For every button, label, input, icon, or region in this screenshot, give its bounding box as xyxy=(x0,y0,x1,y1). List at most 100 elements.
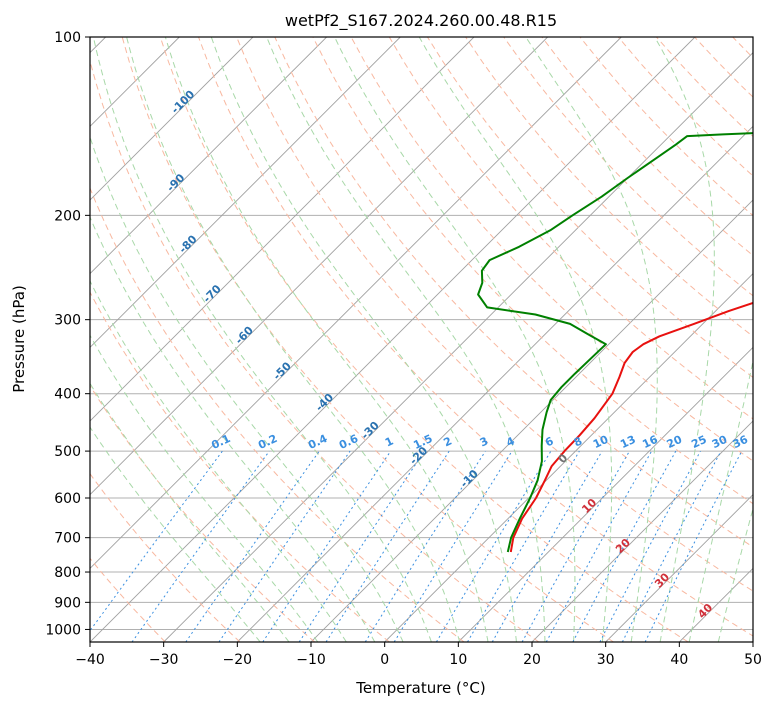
y-tick-label: 1000 xyxy=(45,622,81,638)
temperature-profile-line xyxy=(509,301,753,553)
isotherm-line xyxy=(384,273,753,642)
moist-adiabat-line xyxy=(90,334,319,642)
dry-adiabat-line xyxy=(90,186,465,642)
isotherm-line xyxy=(531,420,753,642)
mixing-ratio-line xyxy=(435,450,552,642)
y-tick-label: 300 xyxy=(54,313,81,329)
y-tick-label: 800 xyxy=(54,565,81,581)
mixing-ratio-line xyxy=(185,450,320,642)
moist-adiabat-line xyxy=(266,37,546,642)
y-tick-label: 100 xyxy=(54,30,81,46)
dry-adiabat-line xyxy=(90,472,241,642)
isotherm-line xyxy=(237,125,753,642)
x-axis-title: Temperature (°C) xyxy=(355,679,485,697)
dry-adiabat-line xyxy=(90,59,540,642)
moist-adiabat-line xyxy=(334,37,576,642)
dry-adiabats xyxy=(90,37,753,642)
x-tick-label: 10 xyxy=(449,652,467,668)
moist-adiabat-line xyxy=(90,426,261,642)
y-tick-label: 200 xyxy=(54,208,81,224)
isotherm-line xyxy=(458,346,753,642)
y-tick-label: 900 xyxy=(54,595,81,611)
y-tick-label: 600 xyxy=(54,491,81,507)
mixing-ratio-line xyxy=(572,450,677,642)
x-tick-label: −10 xyxy=(296,652,326,668)
dry-adiabat-line xyxy=(90,291,390,642)
mixing-ratio-label: 10 xyxy=(591,433,611,451)
mixing-ratio-line xyxy=(599,450,701,642)
y-tick-label: 400 xyxy=(54,387,81,403)
moist-adiabat-line xyxy=(654,37,715,642)
x-tick-label: 0 xyxy=(380,652,389,668)
dry-adiabat-line xyxy=(274,37,753,548)
mixing-ratio-line xyxy=(131,450,270,642)
x-tick-label: 30 xyxy=(597,652,615,668)
dry-adiabat-line xyxy=(198,37,753,637)
isotherm-line xyxy=(90,37,327,275)
dry-adiabat-line xyxy=(426,37,753,378)
mixing-ratio-line xyxy=(298,450,425,642)
isotherm-line xyxy=(90,37,548,496)
mixing-ratio-line xyxy=(90,450,223,632)
mixing-ratio-label: 25 xyxy=(689,433,708,451)
dry-adiabat-line xyxy=(312,37,753,505)
moist-adiabat-line xyxy=(92,37,432,642)
dry-adiabat-line xyxy=(465,37,753,338)
mixing-ratio-line xyxy=(644,450,743,642)
moist-adiabat-line xyxy=(525,37,658,642)
mixing-ratio-label: 16 xyxy=(640,433,660,451)
x-tick-label: −30 xyxy=(149,652,179,668)
axis-ticks: −40 −30 −20 −10 0 10 20 30 40 50 100 200 300 400 500 60… xyxy=(45,30,762,668)
mixing-ratio-line xyxy=(325,450,450,642)
isotherm-line xyxy=(605,494,753,642)
mixing-ratio-line xyxy=(364,450,486,642)
y-tick-label: 500 xyxy=(54,444,81,460)
mixing-ratio-label: 30 xyxy=(710,433,730,451)
dewpoint-profile-line xyxy=(477,132,753,553)
mixing-ratio-line xyxy=(393,450,513,642)
x-tick-label: 20 xyxy=(523,652,541,668)
dry-adiabat-line xyxy=(388,37,753,420)
dry-adiabat-line xyxy=(503,37,753,297)
chart-title: wetPf2_S167.2024.260.00.48.R15 xyxy=(285,11,557,31)
dry-adiabat-line xyxy=(350,37,753,462)
moist-adiabat-line xyxy=(418,37,613,642)
mixing-ratio-line xyxy=(545,450,653,642)
dry-adiabat-line xyxy=(121,37,614,642)
mixing-ratio-line xyxy=(491,450,603,642)
isotherm-line xyxy=(90,37,696,642)
moist-adiabat-line xyxy=(717,506,753,642)
mixing-ratio-lines xyxy=(90,450,743,642)
mixing-ratio-label: 36 xyxy=(731,433,751,451)
x-tick-label: −40 xyxy=(75,652,105,668)
isotherm-line xyxy=(90,37,401,348)
mixing-ratio-label: 13 xyxy=(618,433,637,451)
isobar-grid xyxy=(90,37,753,630)
x-tick-label: −20 xyxy=(223,652,253,668)
moist-adiabat-line xyxy=(90,135,404,642)
isotherm-line xyxy=(310,199,753,642)
mixing-ratio-label: 20 xyxy=(665,433,685,451)
dry-adiabat-line xyxy=(159,37,689,642)
dry-adiabat-line xyxy=(90,384,316,642)
moist-adiabat-line xyxy=(90,215,376,642)
y-axis-title: Pressure (hPa) xyxy=(10,285,28,393)
dry-adiabat-line xyxy=(236,37,753,592)
mixing-ratio-line xyxy=(621,450,722,642)
moist-adiabat-line xyxy=(164,37,489,642)
mixing-ratio-line xyxy=(521,450,630,642)
moist-adiabat-line xyxy=(126,37,461,642)
moist-adiabat-line xyxy=(90,382,290,642)
isotherm-line xyxy=(90,37,475,422)
mixing-ratio-line xyxy=(467,450,580,642)
isotherm-line xyxy=(90,37,254,201)
isotherm-line xyxy=(90,37,622,569)
x-tick-label: 50 xyxy=(744,652,762,668)
plot-frame xyxy=(89,36,754,643)
y-tick-label: 700 xyxy=(54,531,81,547)
moist-adiabat-line xyxy=(688,358,753,642)
isotherm-grid xyxy=(90,37,753,642)
x-tick-label: 40 xyxy=(670,652,688,668)
moist-adiabat-line xyxy=(210,37,517,642)
